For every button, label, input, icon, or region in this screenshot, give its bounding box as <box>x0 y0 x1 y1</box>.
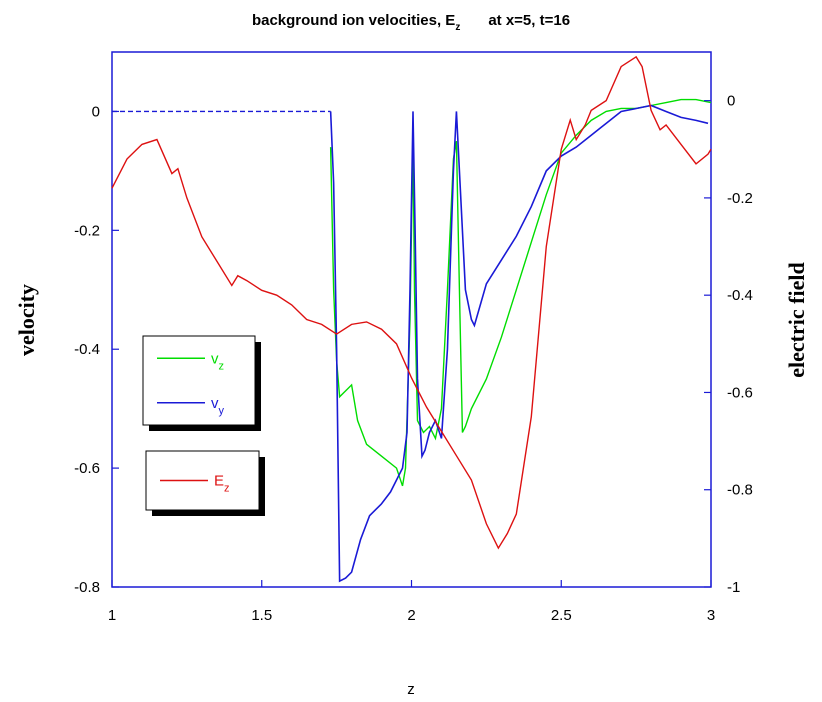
y-left-tick-label: 0 <box>92 103 100 120</box>
y-left-tick-label: -0.4 <box>74 341 100 358</box>
legend-label: vz <box>211 350 224 372</box>
x-axis-label: z <box>407 681 415 698</box>
title-text: background ion velocities, Ez at x=5, t=1… <box>252 12 570 33</box>
title-subscript: z <box>455 22 460 33</box>
y-left-tick-label: -0.6 <box>74 460 100 477</box>
y-left-tick-label: -0.2 <box>74 222 100 239</box>
legend-box <box>142 335 256 426</box>
y-right-axis-label: electric field <box>784 262 809 377</box>
y-right-tick-label: -0.8 <box>727 482 753 499</box>
legend-velocity: vz vy <box>142 335 261 431</box>
x-tick-label: 1 <box>108 607 116 624</box>
series-vz-line <box>329 98 712 487</box>
x-tick-label: 2 <box>407 607 415 624</box>
y-right-tick-label: 0 <box>727 93 735 110</box>
x-tick-label: 3 <box>707 607 715 624</box>
y-left-axis-label: velocity <box>14 284 39 356</box>
axes-layer: 1 1.5 2 2.5 3 0 -0.2 -0.4 -0.6 -0.8 0 -0.2 -0.4 -0.6 -… <box>14 93 809 698</box>
chart-title: background ion velocities, Ez at x=5, t=1… <box>252 12 570 33</box>
y-right-tick-label: -0.2 <box>727 190 753 207</box>
legend-label: Ez <box>214 473 230 495</box>
y-right-tick-label: -1 <box>727 579 740 596</box>
title-main: background ion velocities, E <box>252 12 455 29</box>
y-right-tick-label: -0.6 <box>727 384 753 401</box>
x-tick-label: 1.5 <box>251 607 272 624</box>
title-suffix: at x=5, t=16 <box>488 12 570 29</box>
x-tick-label: 2.5 <box>551 607 572 624</box>
series-Ez-line <box>111 55 712 550</box>
legend-label: vy <box>211 395 225 417</box>
series-layer <box>111 55 712 583</box>
y-left-tick-label: -0.8 <box>74 579 100 596</box>
legend-field: Ez <box>145 450 265 516</box>
y-right-tick-label: -0.4 <box>727 287 753 304</box>
legend-layer: vz vy Ez <box>142 335 265 516</box>
series-vy-line <box>329 104 709 583</box>
